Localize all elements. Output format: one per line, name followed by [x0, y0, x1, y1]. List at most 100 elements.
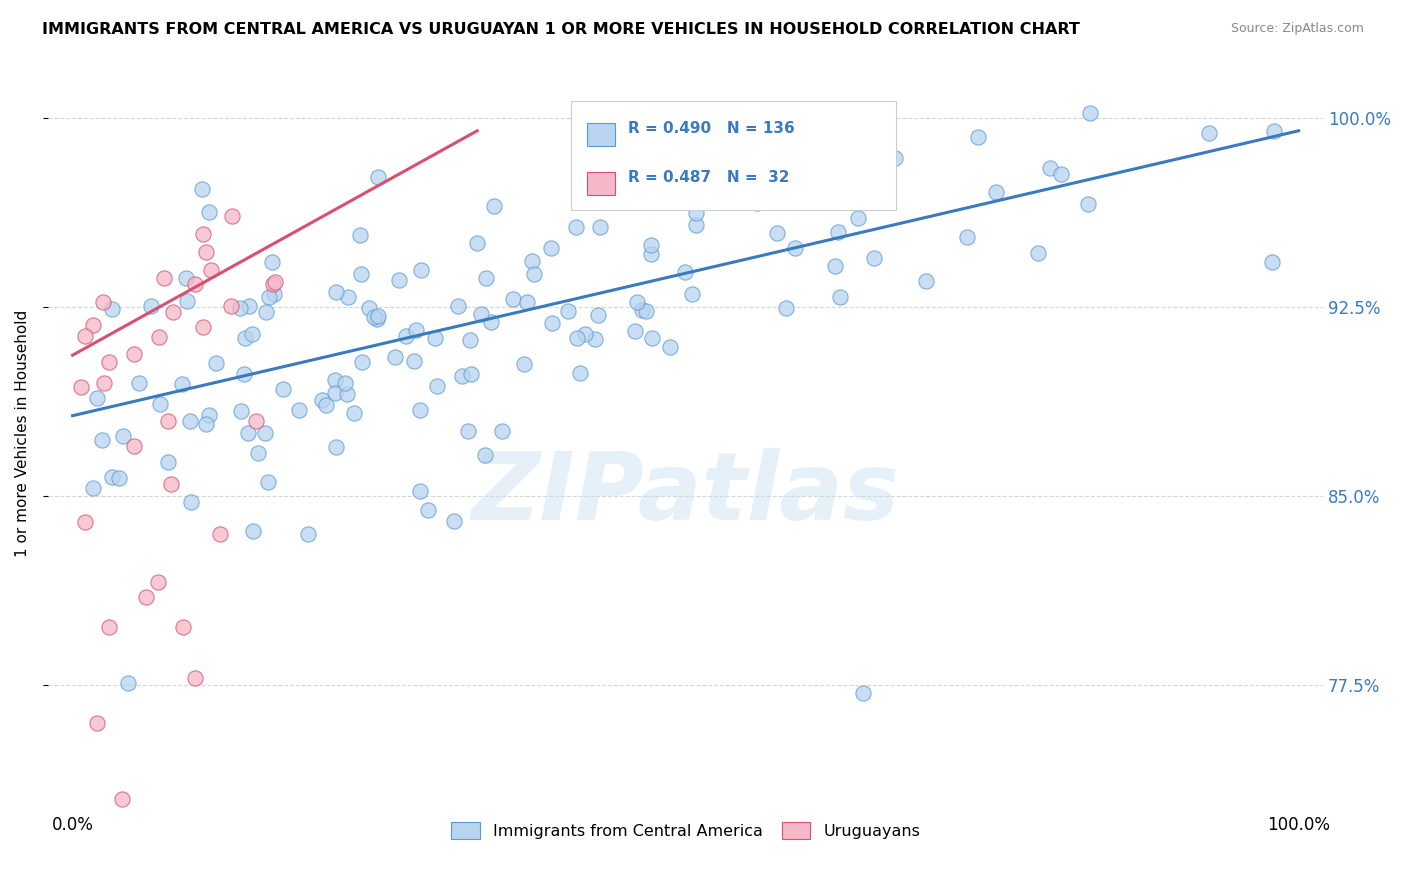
Point [766, 226, 789, 240]
Point [128, 376, 150, 391]
Point [191, 320, 214, 334]
Point [470, 307, 492, 321]
Point [966, 130, 988, 145]
Point [523, 267, 546, 281]
Point [367, 310, 389, 324]
Point [491, 424, 513, 438]
Point [641, 331, 664, 345]
Point [363, 310, 385, 325]
Point [467, 236, 489, 251]
Point [780, 173, 803, 187]
Point [657, 126, 679, 140]
Point [626, 295, 648, 310]
Point [75, 328, 97, 343]
Point [82, 481, 104, 495]
Point [343, 406, 366, 420]
Text: R = 0.490   N = 136: R = 0.490 N = 136 [628, 121, 794, 136]
Point [540, 241, 562, 255]
Point [245, 414, 267, 428]
Point [405, 323, 427, 337]
Point [366, 312, 388, 326]
Text: ZIPatlas: ZIPatlas [471, 448, 900, 540]
Point [323, 373, 346, 387]
Point [263, 287, 285, 301]
Point [350, 354, 373, 368]
Point [198, 408, 221, 422]
Point [117, 676, 139, 690]
Point [247, 446, 270, 460]
FancyBboxPatch shape [588, 123, 616, 146]
Point [219, 299, 242, 313]
Point [404, 354, 426, 368]
Point [1198, 126, 1220, 140]
Point [229, 301, 252, 315]
Point [568, 366, 591, 380]
Point [583, 332, 606, 346]
Point [956, 230, 979, 244]
Point [828, 132, 851, 146]
Point [148, 329, 170, 343]
Point [690, 191, 713, 205]
Point [311, 393, 333, 408]
Point [135, 591, 157, 605]
Point [827, 225, 849, 239]
Point [1078, 106, 1101, 120]
Point [260, 255, 283, 269]
Point [588, 308, 610, 322]
Point [409, 263, 432, 277]
Point [240, 326, 263, 341]
Point [595, 178, 617, 193]
Point [848, 211, 870, 225]
Point [122, 439, 145, 453]
Point [149, 397, 172, 411]
Point [271, 382, 294, 396]
Point [257, 290, 280, 304]
Point [86, 391, 108, 405]
Point [124, 347, 146, 361]
Point [830, 290, 852, 304]
Point [673, 265, 696, 279]
Point [172, 620, 194, 634]
Point [152, 270, 174, 285]
Point [170, 377, 193, 392]
Point [176, 293, 198, 308]
Point [451, 369, 474, 384]
Point [516, 295, 538, 310]
Point [482, 199, 505, 213]
Point [174, 270, 197, 285]
Point [1050, 167, 1073, 181]
Point [336, 290, 359, 304]
Point [863, 251, 886, 265]
Point [502, 292, 524, 306]
Point [257, 475, 280, 489]
Point [184, 277, 207, 292]
Point [747, 195, 769, 210]
Point [156, 414, 179, 428]
FancyBboxPatch shape [571, 101, 896, 211]
Point [162, 305, 184, 319]
Point [97, 355, 120, 369]
Point [159, 476, 181, 491]
Point [236, 426, 259, 441]
Point [180, 495, 202, 509]
Point [574, 327, 596, 342]
Point [156, 455, 179, 469]
Point [195, 244, 218, 259]
Point [111, 429, 134, 443]
Point [208, 527, 231, 541]
Point [242, 524, 264, 538]
Point [475, 271, 498, 285]
Point [108, 471, 131, 485]
Point [693, 194, 716, 209]
Point [93, 376, 115, 390]
Point [73, 515, 96, 529]
Point [658, 340, 681, 354]
Point [325, 440, 347, 454]
Point [69, 380, 91, 394]
Point [640, 238, 662, 252]
Point [460, 333, 482, 347]
Text: R = 0.487   N =  32: R = 0.487 N = 32 [628, 170, 790, 186]
Point [479, 315, 502, 329]
Point [367, 170, 389, 185]
Point [229, 404, 252, 418]
